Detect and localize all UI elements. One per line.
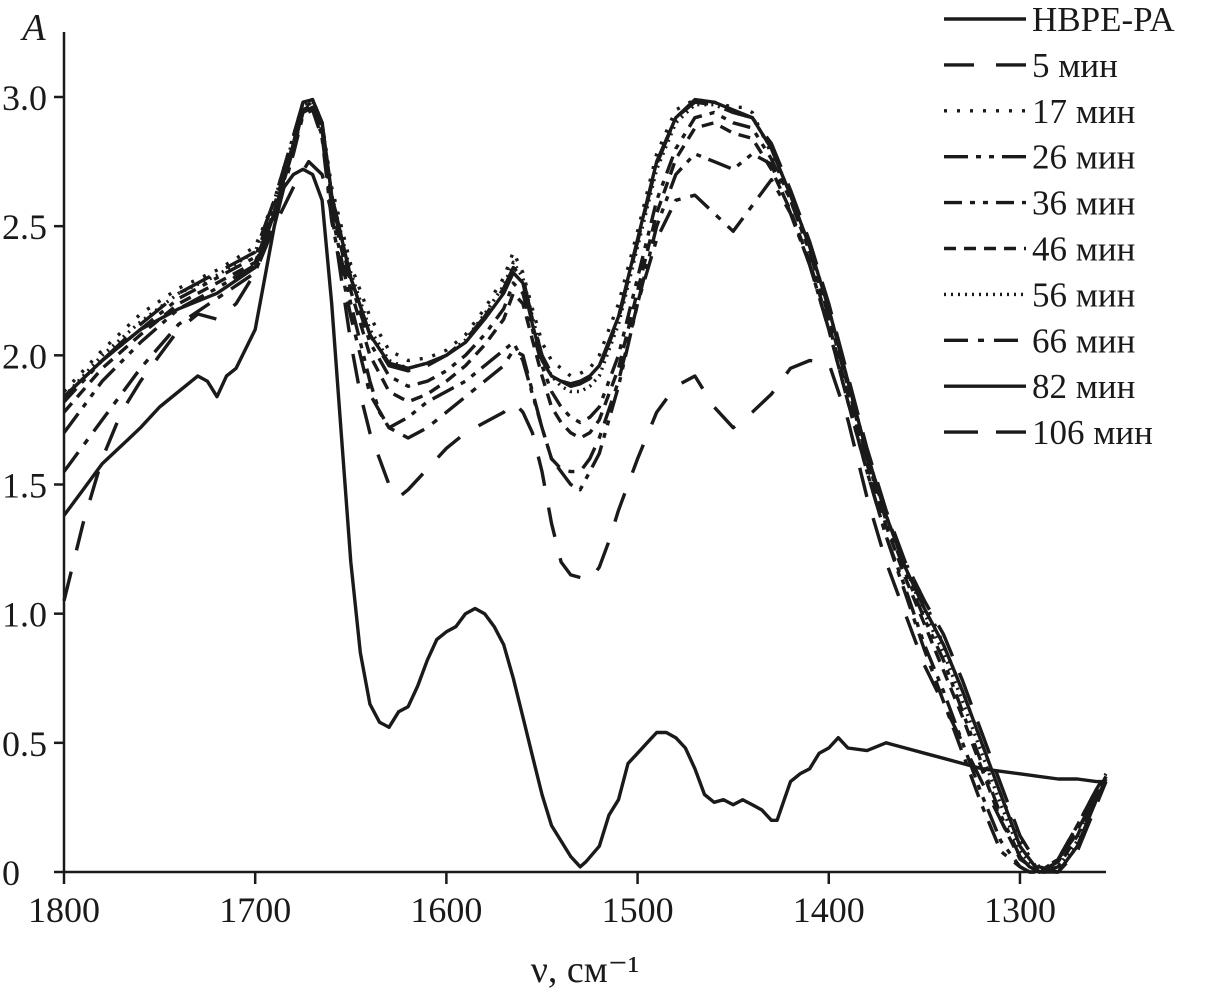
series-line-3 [62, 97, 1108, 874]
y-axis-title: A [19, 7, 46, 49]
y-tick-label: 0 [2, 853, 20, 893]
series-line-2 [62, 159, 1108, 874]
ticks: 1800 1700 1600 1500 1400 1300 0 0.5 1.0 1.5 2.0 2.5… [2, 78, 1056, 930]
x-tick-label: 1300 [984, 890, 1056, 930]
legend-label: 66 мин [1032, 321, 1135, 360]
x-tick-label: 1800 [28, 890, 100, 930]
series-line-5 [62, 100, 1108, 874]
y-tick-label: 0.5 [2, 724, 47, 764]
legend-label: 82 мин [1032, 367, 1135, 406]
y-tick-label: 1.5 [2, 466, 47, 506]
y-tick-label: 3.0 [2, 78, 47, 118]
series-line-9 [62, 97, 1108, 874]
y-tick-label: 2.0 [2, 336, 47, 376]
series-line-4 [62, 105, 1108, 874]
series-line-7 [62, 100, 1108, 874]
legend-label: 36 мин [1032, 184, 1135, 223]
legend-label: 106 мин [1032, 413, 1153, 452]
legend-label: HBPE-PA [1032, 0, 1175, 39]
legend-label: 46 мин [1032, 230, 1135, 269]
x-tick-label: 1500 [602, 890, 674, 930]
legend-label: 26 мин [1032, 138, 1135, 177]
x-axis-title: ν, см⁻¹ [531, 949, 640, 991]
series-line-1 [62, 167, 1106, 869]
series-line-6 [62, 102, 1108, 874]
y-tick-label: 2.5 [2, 207, 47, 247]
legend-label: 56 мин [1032, 275, 1135, 314]
legend-label: 5 мин [1032, 46, 1118, 85]
legend: HBPE-PA 5 мин 17 мин 26 мин 36 мин 46 мин 56 м… [944, 0, 1175, 452]
legend-label: 17 мин [1032, 92, 1135, 131]
x-tick-label: 1400 [793, 890, 865, 930]
y-tick-label: 1.0 [2, 595, 47, 635]
series-line-10 [62, 97, 1108, 874]
plot-area [62, 97, 1108, 874]
series-line-8 [62, 108, 1108, 874]
axes: A ν, см⁻¹ [19, 7, 1106, 991]
x-tick-label: 1700 [219, 890, 291, 930]
x-tick-label: 1600 [410, 890, 482, 930]
